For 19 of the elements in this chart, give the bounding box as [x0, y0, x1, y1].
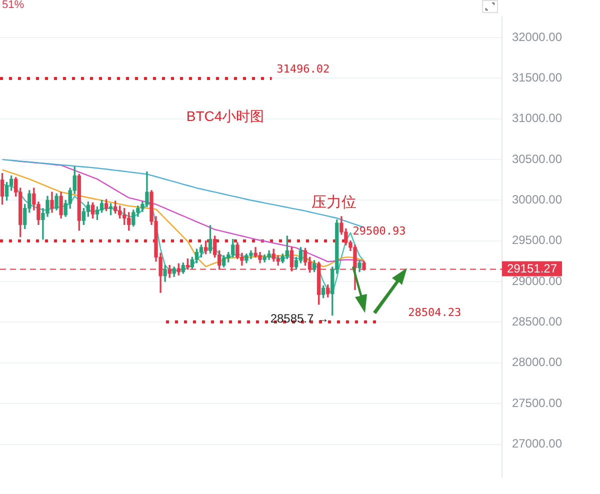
y-tick-label: 30500.00 — [512, 152, 562, 166]
y-tick-label: 28000.00 — [512, 355, 562, 370]
y-tick-label: 27000.00 — [512, 436, 562, 451]
y-tick-label: 30000.00 — [512, 192, 562, 207]
y-tick-label: 28500.00 — [512, 314, 562, 329]
ref-line-label: 28504.23 — [408, 306, 462, 319]
y-tick-label: 31000.00 — [512, 111, 562, 126]
text: 51% — [2, 0, 24, 12]
annotation: 压力位 — [311, 194, 356, 212]
y-tick-label: 27500.00 — [512, 396, 562, 410]
text: BTC4小时图 — [186, 108, 264, 124]
y-tick-label: 32000.00 — [512, 30, 562, 44]
y-tick-label: 31500.00 — [512, 70, 562, 85]
annotation: 28585.7 → — [270, 311, 330, 326]
ref-line-label: 29151.27 — [506, 262, 558, 276]
y-tick-label: 29500.00 — [512, 233, 562, 248]
y-tick-label: 29000.00 — [512, 274, 562, 288]
ref-line-label: 29500.93 — [352, 224, 406, 238]
ref-line-label: 31496.02 — [276, 62, 330, 76]
